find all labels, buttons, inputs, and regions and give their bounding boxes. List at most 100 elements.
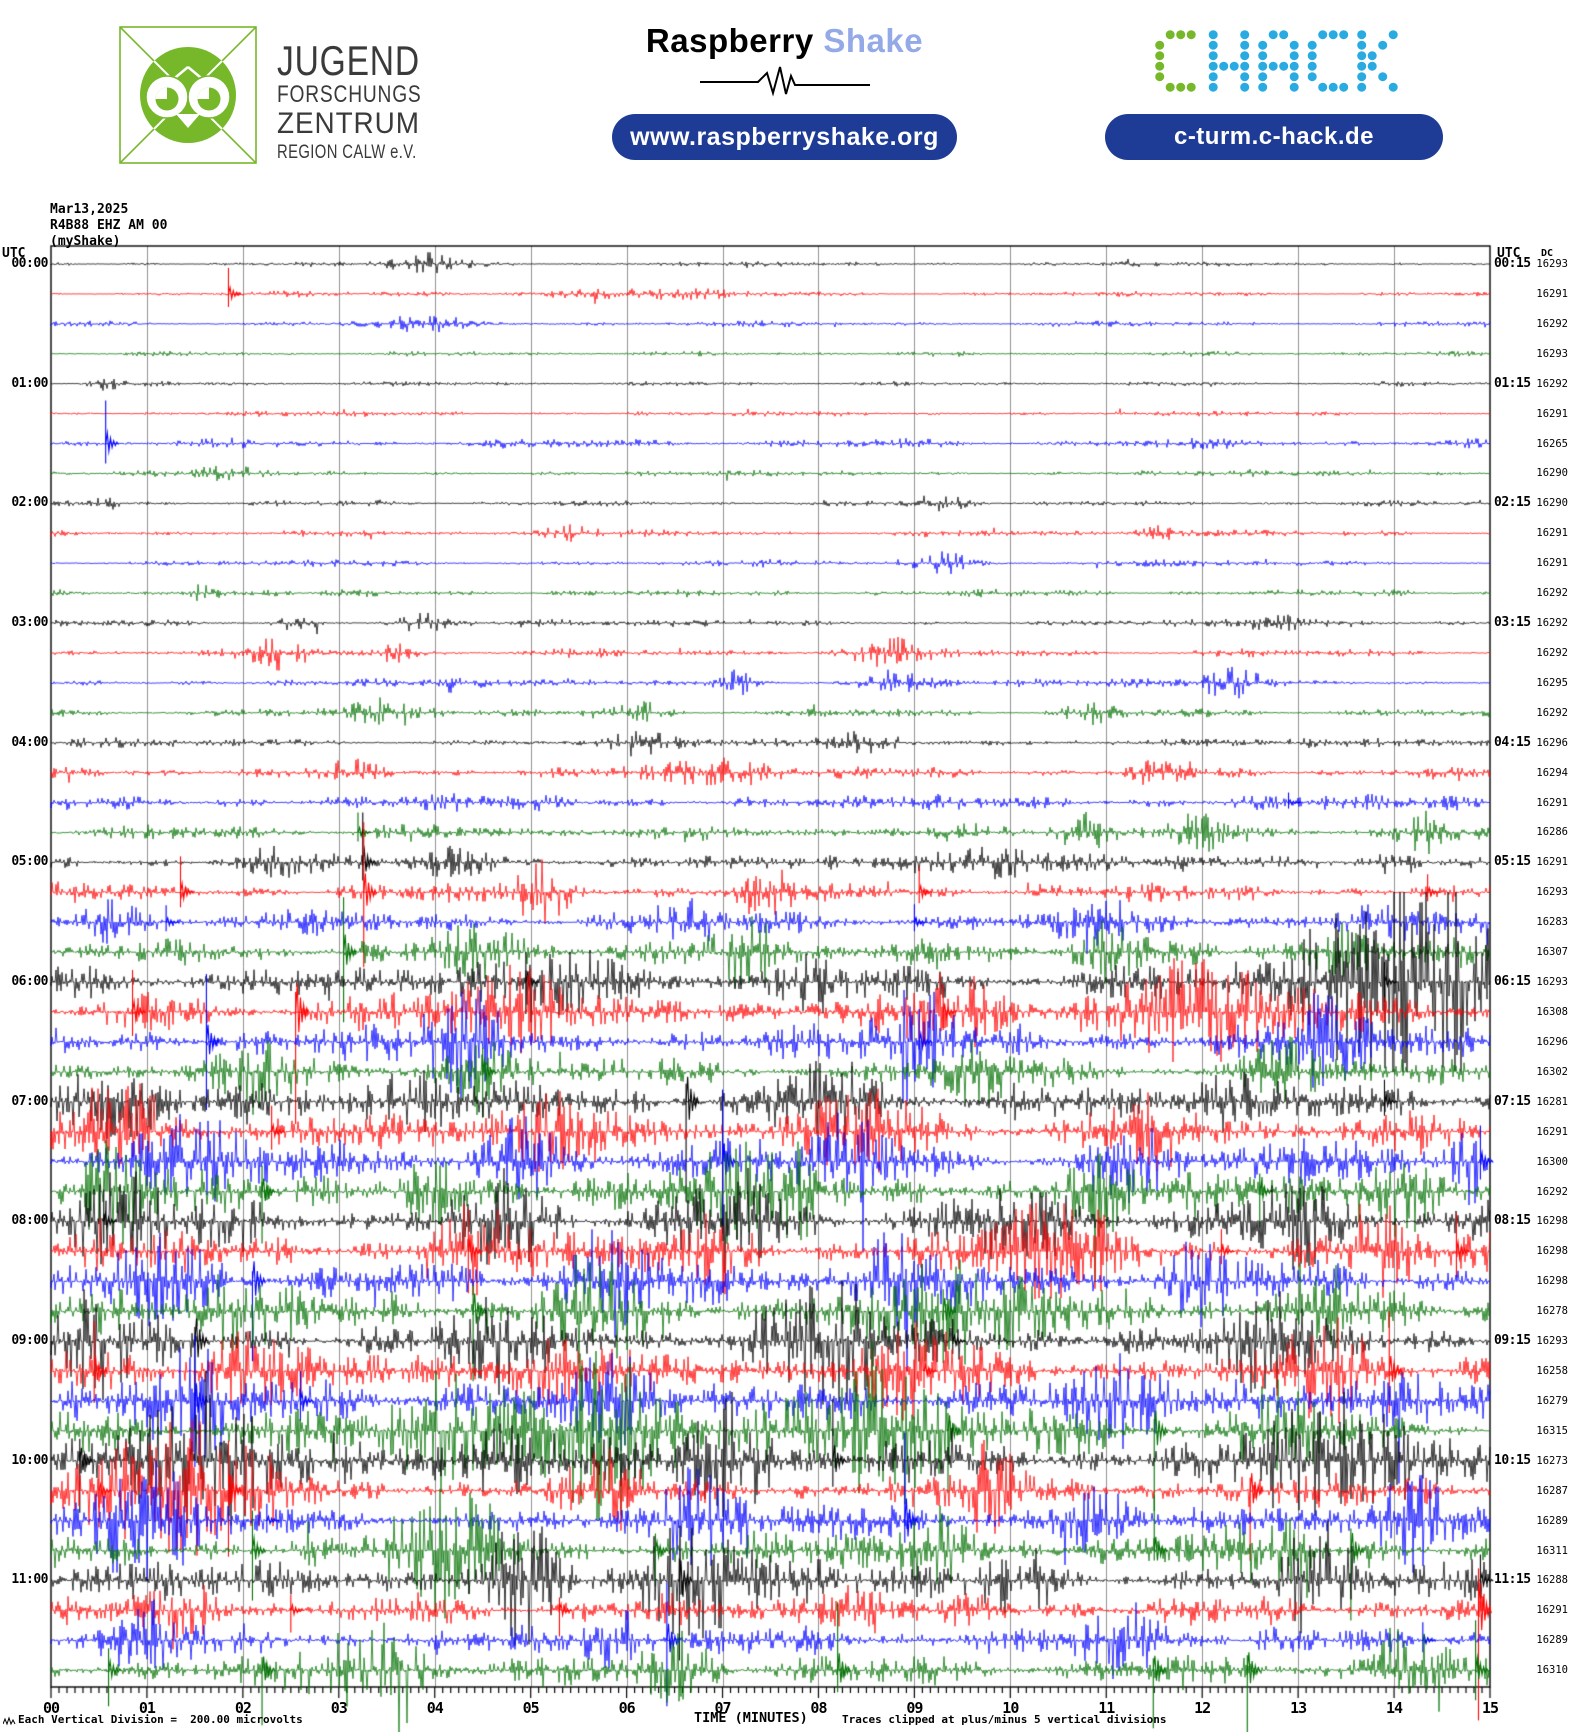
right-hour-label: 00:15 xyxy=(1494,256,1531,271)
dc-value: 16279 xyxy=(1536,1394,1568,1407)
right-hour-label: 04:15 xyxy=(1494,734,1531,750)
dc-value: 16291 xyxy=(1536,856,1568,869)
plot-date: Mar13,2025 xyxy=(50,202,129,217)
dc-value: 16278 xyxy=(1536,1305,1568,1318)
dc-value: 16292 xyxy=(1536,587,1568,600)
dc-value: 16292 xyxy=(1536,646,1568,659)
x-tick-label: 03 xyxy=(330,1699,348,1717)
left-hour-label: 10:00 xyxy=(11,1452,48,1468)
plot-station: R4B88 EHZ AM 00 xyxy=(50,218,168,233)
x-tick-label: 02 xyxy=(234,1699,252,1717)
dc-value: 16288 xyxy=(1536,1574,1568,1587)
x-tick-label: 14 xyxy=(1386,1699,1403,1717)
dc-value: 16291 xyxy=(1536,287,1568,300)
right-hour-label: 07:15 xyxy=(1494,1093,1531,1109)
left-hour-label: 01:00 xyxy=(11,375,48,391)
mini-waveform-icon xyxy=(3,1716,16,1726)
x-tick-label: 09 xyxy=(906,1699,923,1717)
dc-value: 16290 xyxy=(1536,497,1568,510)
dc-value: 16298 xyxy=(1536,1275,1568,1288)
dc-value: 16292 xyxy=(1536,617,1568,630)
x-tick-label: 00 xyxy=(42,1699,60,1717)
dc-value: 16291 xyxy=(1536,407,1568,420)
left-hour-label: 09:00 xyxy=(11,1333,48,1349)
dc-value: 16290 xyxy=(1536,467,1568,480)
x-tick-label: 05 xyxy=(522,1699,540,1717)
dc-value: 16307 xyxy=(1536,946,1568,959)
dc-value: 16302 xyxy=(1536,1065,1568,1078)
utc-header-left: UTC xyxy=(2,246,26,261)
dc-value: 16294 xyxy=(1536,766,1568,779)
left-hour-label: 03:00 xyxy=(11,615,48,631)
left-hour-label: 08:00 xyxy=(11,1213,48,1229)
x-tick-label: 11 xyxy=(1098,1699,1115,1717)
dc-value: 16292 xyxy=(1536,1185,1568,1198)
left-hour-label: 02:00 xyxy=(11,495,48,511)
x-axis-title: TIME (MINUTES) xyxy=(694,1710,808,1726)
dc-value: 16292 xyxy=(1536,317,1568,330)
dc-value: 16293 xyxy=(1536,347,1568,360)
dc-value: 16291 xyxy=(1536,557,1568,570)
right-hour-label: 05:15 xyxy=(1494,854,1531,870)
x-tick-label: 12 xyxy=(1194,1699,1211,1717)
x-tick-label: 13 xyxy=(1290,1699,1307,1717)
dc-value: 16283 xyxy=(1536,916,1568,929)
dc-value: 16287 xyxy=(1536,1484,1568,1497)
left-hour-label: 05:00 xyxy=(11,854,48,870)
dc-value: 16293 xyxy=(1536,976,1568,989)
x-tick-label: 10 xyxy=(1002,1699,1019,1717)
left-hour-label: 11:00 xyxy=(11,1572,48,1588)
x-tick-label: 08 xyxy=(810,1699,827,1717)
dc-value: 16258 xyxy=(1536,1365,1568,1378)
dc-value: 16289 xyxy=(1536,1514,1568,1527)
dc-value: 16293 xyxy=(1536,1335,1568,1348)
x-tick-label: 06 xyxy=(618,1699,636,1717)
right-hour-label: 01:15 xyxy=(1494,375,1531,391)
x-tick-label: 01 xyxy=(138,1699,156,1717)
dc-value: 16265 xyxy=(1536,437,1568,450)
dc-value: 16310 xyxy=(1536,1664,1568,1677)
dc-value: 16311 xyxy=(1536,1544,1568,1557)
dc-header: DC xyxy=(1541,248,1554,259)
dc-value: 16300 xyxy=(1536,1155,1568,1168)
dc-value: 16289 xyxy=(1536,1634,1568,1647)
dc-value: 16291 xyxy=(1536,527,1568,540)
dc-value: 16293 xyxy=(1536,886,1568,899)
clip-note: Traces clipped at plus/minus 5 vertical … xyxy=(842,1713,1167,1726)
dc-value: 16292 xyxy=(1536,377,1568,390)
right-hour-label: 10:15 xyxy=(1494,1452,1531,1468)
left-hour-label: 04:00 xyxy=(11,734,48,750)
left-hour-label: 06:00 xyxy=(11,974,48,990)
dc-value: 16308 xyxy=(1536,1006,1568,1018)
dc-value: 16291 xyxy=(1536,1125,1568,1138)
left-hour-label: 07:00 xyxy=(11,1093,48,1109)
dc-value: 16298 xyxy=(1536,1215,1568,1228)
right-hour-label: 09:15 xyxy=(1494,1333,1531,1349)
dc-value: 16296 xyxy=(1536,1035,1568,1048)
dc-value: 16291 xyxy=(1536,1604,1568,1617)
left-hour-label: 00:00 xyxy=(11,256,48,271)
right-hour-label: 08:15 xyxy=(1494,1213,1531,1229)
dc-value: 16292 xyxy=(1536,706,1568,719)
dc-value: 16293 xyxy=(1536,258,1568,270)
dc-value: 16298 xyxy=(1536,1245,1568,1258)
right-hour-label: 03:15 xyxy=(1494,615,1531,631)
right-hour-label: 11:15 xyxy=(1494,1572,1531,1588)
dc-value: 16286 xyxy=(1536,826,1568,839)
vertical-scale-note: Each Vertical Division = 200.00 microvol… xyxy=(18,1713,303,1726)
dc-value: 16315 xyxy=(1536,1424,1568,1437)
dc-value: 16296 xyxy=(1536,736,1568,749)
right-hour-label: 02:15 xyxy=(1494,495,1531,511)
dc-value: 16291 xyxy=(1536,796,1568,809)
utc-header-right: UTC xyxy=(1497,246,1521,261)
x-tick-label: 15 xyxy=(1481,1699,1499,1717)
dc-value: 16273 xyxy=(1536,1454,1568,1467)
dc-value: 16295 xyxy=(1536,676,1568,689)
right-hour-label: 06:15 xyxy=(1494,974,1531,990)
plot-network: (myShake) xyxy=(50,234,121,249)
x-tick-label: 04 xyxy=(426,1699,444,1717)
x-tick-label: 07 xyxy=(714,1699,732,1717)
dc-value: 16281 xyxy=(1536,1095,1568,1108)
